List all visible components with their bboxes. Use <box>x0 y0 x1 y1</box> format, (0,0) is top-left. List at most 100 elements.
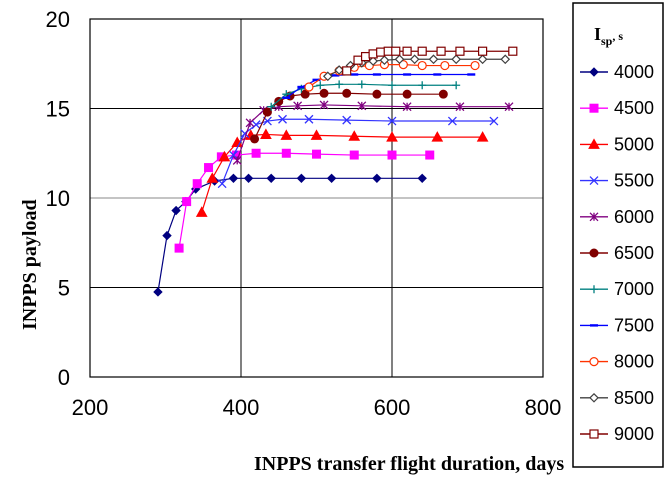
data-point <box>300 89 310 99</box>
data-point <box>368 49 378 59</box>
series-layer <box>153 46 518 297</box>
legend-label: 4000 <box>614 62 654 82</box>
data-point <box>383 46 393 56</box>
legend-label: 9000 <box>614 424 654 444</box>
series-9000 <box>342 46 518 76</box>
legend-label: 7000 <box>614 279 654 299</box>
legend-marker <box>589 212 599 222</box>
legend-item-9000: 9000 <box>580 424 654 444</box>
y-tick-label: 0 <box>58 365 70 390</box>
data-point <box>425 150 435 160</box>
legend-items: 4000 4500 5000 5500 6000 6500 7000 7500 8000 8500… <box>580 62 654 444</box>
data-point <box>322 71 333 82</box>
data-point <box>372 73 381 76</box>
data-point <box>228 150 238 160</box>
data-point <box>349 150 359 160</box>
data-point <box>372 173 382 184</box>
legend-marker <box>589 357 599 367</box>
data-point <box>467 73 476 76</box>
data-point <box>262 107 272 117</box>
data-point <box>266 173 276 184</box>
data-point <box>335 80 344 89</box>
data-point <box>153 287 163 297</box>
legend-label: 4500 <box>614 98 654 118</box>
data-point <box>331 74 340 77</box>
data-point <box>376 47 386 57</box>
y-tick-label: 10 <box>46 186 70 211</box>
data-point <box>218 150 231 162</box>
data-point <box>281 148 291 158</box>
legend-item-6000: 6000 <box>580 207 654 227</box>
plot-frame <box>89 18 544 378</box>
data-point <box>195 206 208 217</box>
data-point <box>232 155 242 165</box>
data-point <box>260 128 272 139</box>
series-6000 <box>232 100 514 165</box>
series-5500 <box>217 114 499 189</box>
data-point <box>293 101 303 111</box>
y-tick-label: 15 <box>46 97 70 122</box>
series-8500 <box>322 54 511 82</box>
data-point <box>372 89 382 99</box>
legend-marker <box>589 429 599 439</box>
data-point <box>312 78 321 82</box>
data-point <box>296 173 307 184</box>
x-tick-label: 200 <box>72 395 109 420</box>
data-point <box>316 81 325 90</box>
legend: Isp, s 4000 4500 5000 5500 6000 6500 7000 7500 8… <box>572 2 664 468</box>
legend-item-8000: 8000 <box>580 352 654 372</box>
data-point <box>204 163 214 173</box>
data-point <box>447 116 457 126</box>
data-point <box>417 46 427 56</box>
legend-marker <box>590 324 598 327</box>
data-point <box>402 102 412 112</box>
data-point <box>391 46 401 56</box>
legend-marker <box>589 176 599 186</box>
series-7000 <box>267 80 461 111</box>
data-point <box>171 205 181 216</box>
legend-item-7000: 7000 <box>580 279 654 299</box>
legend-marker <box>590 285 598 294</box>
data-point <box>436 46 446 56</box>
data-point <box>388 81 396 90</box>
data-point <box>319 88 329 98</box>
data-point <box>409 54 420 65</box>
legend-marker <box>588 138 600 149</box>
data-point <box>452 81 461 90</box>
data-point <box>455 102 465 112</box>
legend-item-5000: 5000 <box>580 134 654 154</box>
legend-marker <box>589 103 599 113</box>
data-point <box>348 130 361 141</box>
legend-item-4500: 4500 <box>580 98 654 118</box>
data-point <box>304 114 314 124</box>
legend-label: 5500 <box>614 171 654 191</box>
legend-marker <box>589 248 599 258</box>
data-point <box>162 230 172 241</box>
data-point <box>353 55 363 65</box>
y-axis-title: INPPS payload <box>19 199 41 330</box>
x-axis-title: INPPS transfer flight duration, days <box>254 453 564 475</box>
data-point <box>357 101 367 111</box>
data-point <box>326 173 337 184</box>
data-point <box>310 129 323 140</box>
data-point <box>379 55 390 66</box>
data-point <box>243 173 254 184</box>
data-point <box>250 134 260 144</box>
x-tick-label: 600 <box>374 395 411 420</box>
y-tick-label: 20 <box>46 7 70 32</box>
legend-title: Isp, s <box>594 24 623 48</box>
data-point <box>192 179 202 189</box>
data-point <box>297 85 306 89</box>
data-point <box>417 60 427 71</box>
data-point <box>312 149 321 159</box>
data-point <box>267 102 276 111</box>
legend-label: 8500 <box>614 388 654 408</box>
data-point <box>251 148 261 158</box>
data-point <box>245 118 255 128</box>
data-point <box>500 54 511 65</box>
data-point <box>282 96 291 99</box>
data-point <box>228 173 239 184</box>
data-point <box>403 73 412 76</box>
